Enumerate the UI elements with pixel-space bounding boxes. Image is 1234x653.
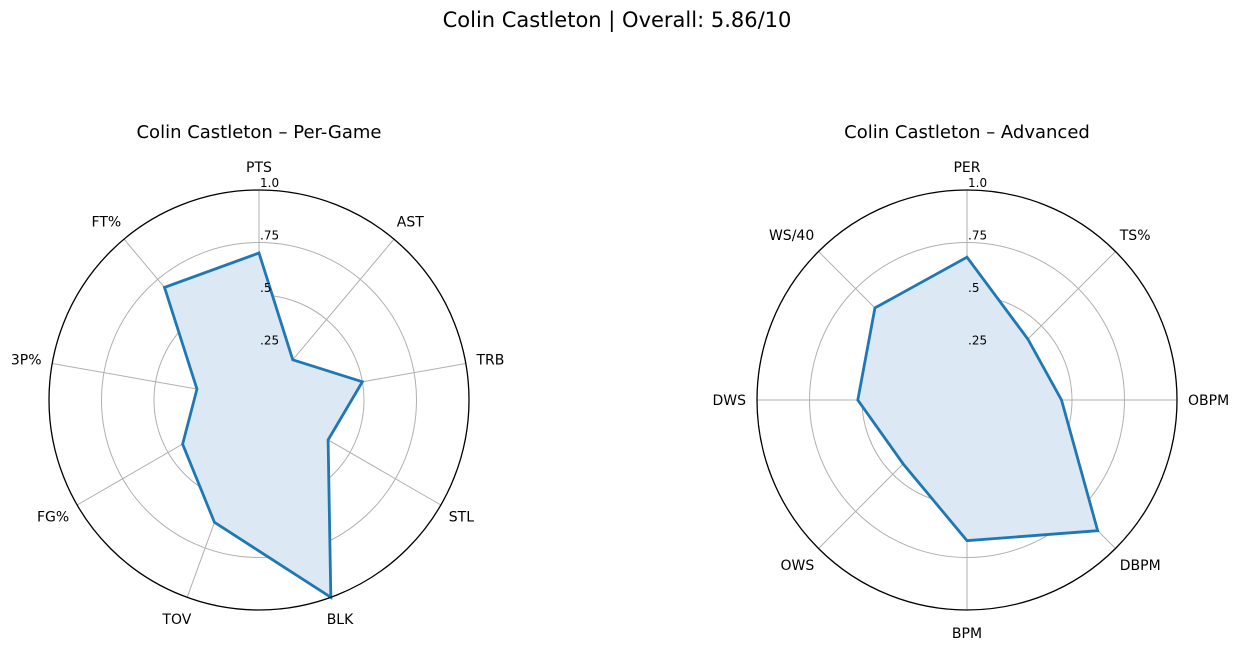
series-fill xyxy=(164,253,363,598)
outer-frame xyxy=(756,189,1178,611)
r-tick-label: .25 xyxy=(968,334,987,348)
r-tick-label: .75 xyxy=(260,229,279,243)
axis-label: TS% xyxy=(1119,228,1151,244)
series-line xyxy=(162,251,365,600)
axis-label: WS/40 xyxy=(769,228,814,244)
radar-chart-2: Colin Castleton – Advanced .25 .5 .75 1.0PER… xyxy=(712,122,1229,642)
ring-gridline xyxy=(101,242,417,558)
chart-title: Colin Castleton – Advanced xyxy=(844,122,1090,143)
axis-label: AST xyxy=(397,215,424,231)
axis-label: DWS xyxy=(712,393,746,409)
chart-title: Colin Castleton – Per-Game xyxy=(136,122,381,143)
r-tick-label: 1.0 xyxy=(260,176,279,190)
outer-frame xyxy=(48,189,470,611)
r-tick-label: 1.0 xyxy=(968,176,987,190)
axis-label: FT% xyxy=(92,215,122,231)
r-tick-label: .75 xyxy=(968,229,987,243)
axis-label: BPM xyxy=(952,626,982,642)
axis-label: 3P% xyxy=(11,353,42,369)
radar-chart-1: Colin Castleton – Per-Game .25 .5 .75 1.0PTS… xyxy=(11,122,504,628)
figure-suptitle: Colin Castleton | Overall: 5.86/10 xyxy=(442,8,792,32)
axis-label: OWS xyxy=(780,558,814,574)
axis-label: DBPM xyxy=(1120,558,1161,574)
axis-label: TOV xyxy=(161,612,191,628)
r-tick-label: .5 xyxy=(968,281,979,295)
axis-label: TRB xyxy=(475,353,504,369)
r-tick-label: .25 xyxy=(260,334,279,348)
axis-label: PTS xyxy=(246,160,272,176)
r-tick-label: .5 xyxy=(260,281,271,295)
ring-gridline xyxy=(809,242,1125,558)
axis-label: BLK xyxy=(327,612,354,628)
axis-label: STL xyxy=(449,510,474,526)
axis-label: OBPM xyxy=(1188,393,1229,409)
series-line xyxy=(856,255,1100,543)
axis-label: PER xyxy=(953,160,980,176)
axis-label: FG% xyxy=(37,510,69,526)
series-fill xyxy=(857,257,1098,541)
